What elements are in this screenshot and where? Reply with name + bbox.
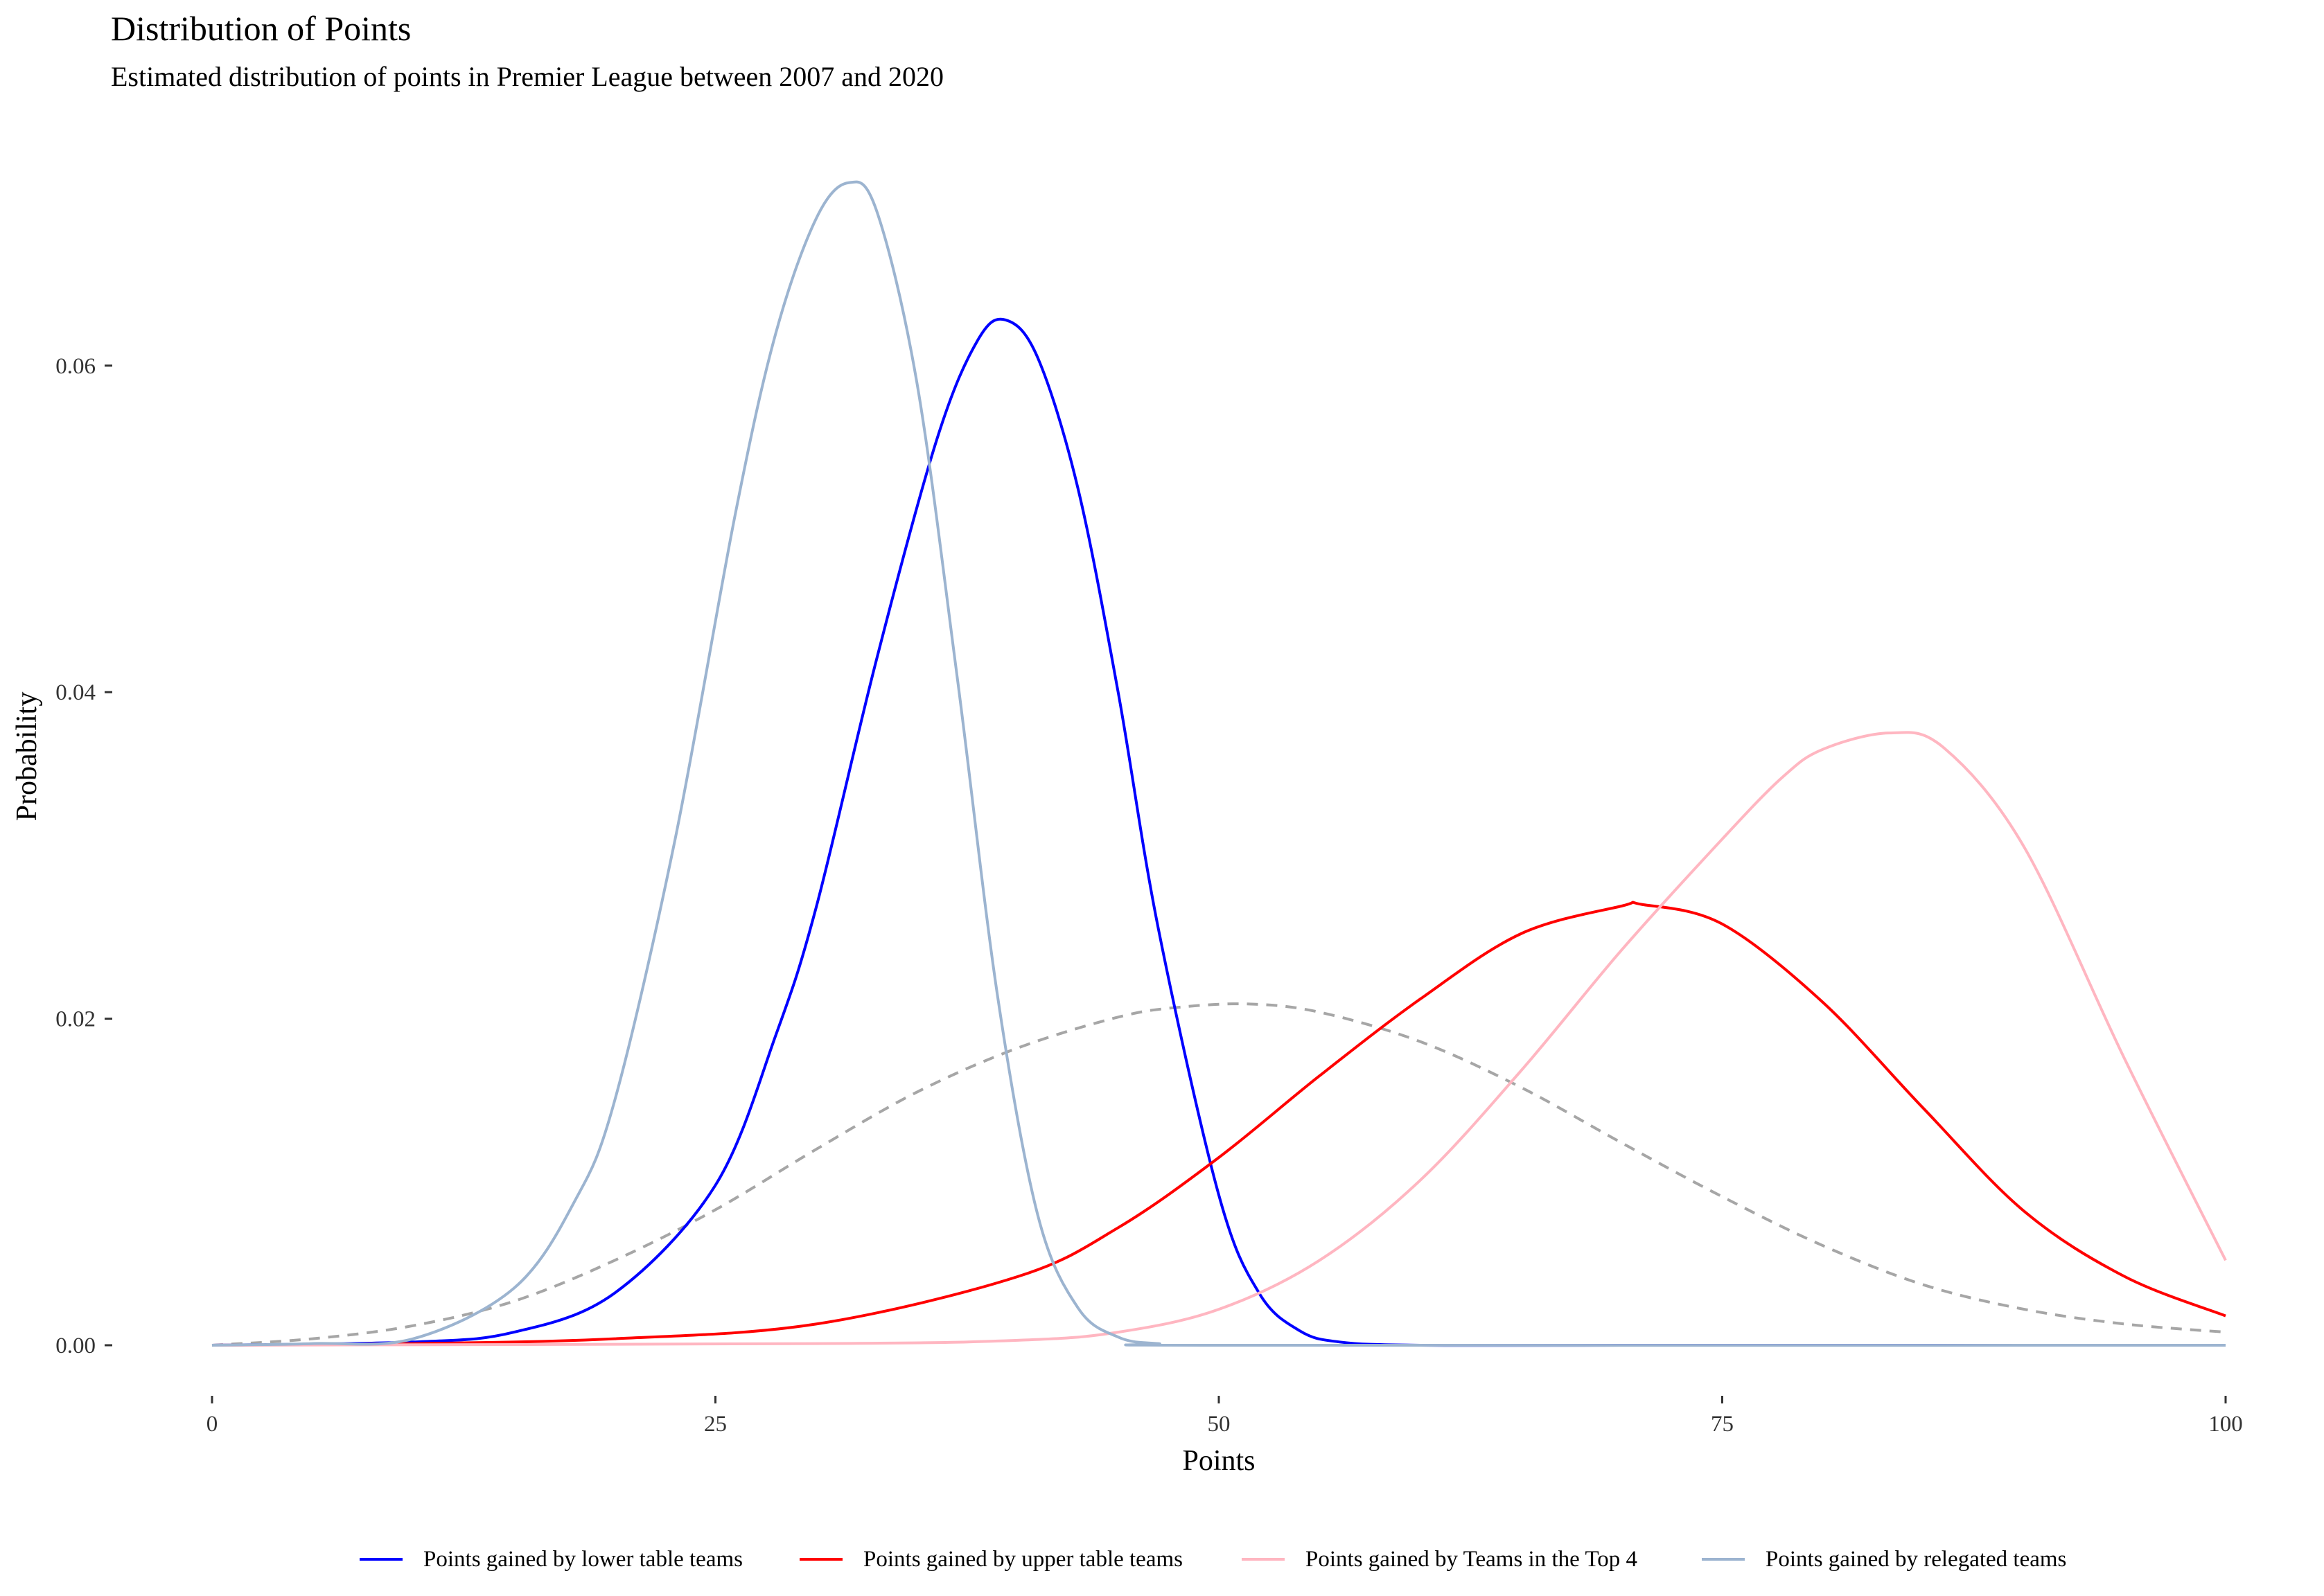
series-layer <box>211 180 2227 1347</box>
legend-label: Points gained by relegated teams <box>1766 1547 2066 1572</box>
y-axis: 0.00 0.02 0.04 0.06 <box>55 354 112 1358</box>
series-line-0 <box>211 317 2226 1347</box>
x-axis-title: Points <box>1182 1445 1255 1477</box>
chart-subtitle: Estimated distribution of points in Prem… <box>111 61 944 92</box>
x-tick-label: 50 <box>1208 1412 1231 1437</box>
dashed-reference-line <box>211 1002 2226 1347</box>
x-tick-label: 75 <box>1711 1412 1734 1437</box>
y-tick-label: 0.04 <box>55 680 96 705</box>
x-tick-label: 0 <box>206 1412 218 1437</box>
y-axis-title: Probability <box>11 692 43 822</box>
legend-label: Points gained by lower table teams <box>423 1547 743 1572</box>
legend-label: Points gained by upper table teams <box>863 1547 1183 1572</box>
x-axis: 0 25 50 75 100 <box>206 1396 2243 1437</box>
x-tick-label: 100 <box>2208 1412 2243 1437</box>
series-line-2 <box>211 731 2227 1347</box>
y-tick-label: 0.02 <box>55 1007 96 1032</box>
chart-title: Distribution of Points <box>111 9 411 48</box>
y-tick-label: 0.00 <box>55 1333 96 1358</box>
series-line-3 <box>211 180 2226 1347</box>
series-line-1 <box>211 901 2226 1347</box>
legend: Points gained by lower table teams Points… <box>360 1547 2066 1572</box>
legend-label: Points gained by Teams in the Top 4 <box>1305 1547 1637 1572</box>
y-tick-label: 0.06 <box>55 354 96 379</box>
x-tick-label: 25 <box>704 1412 727 1437</box>
